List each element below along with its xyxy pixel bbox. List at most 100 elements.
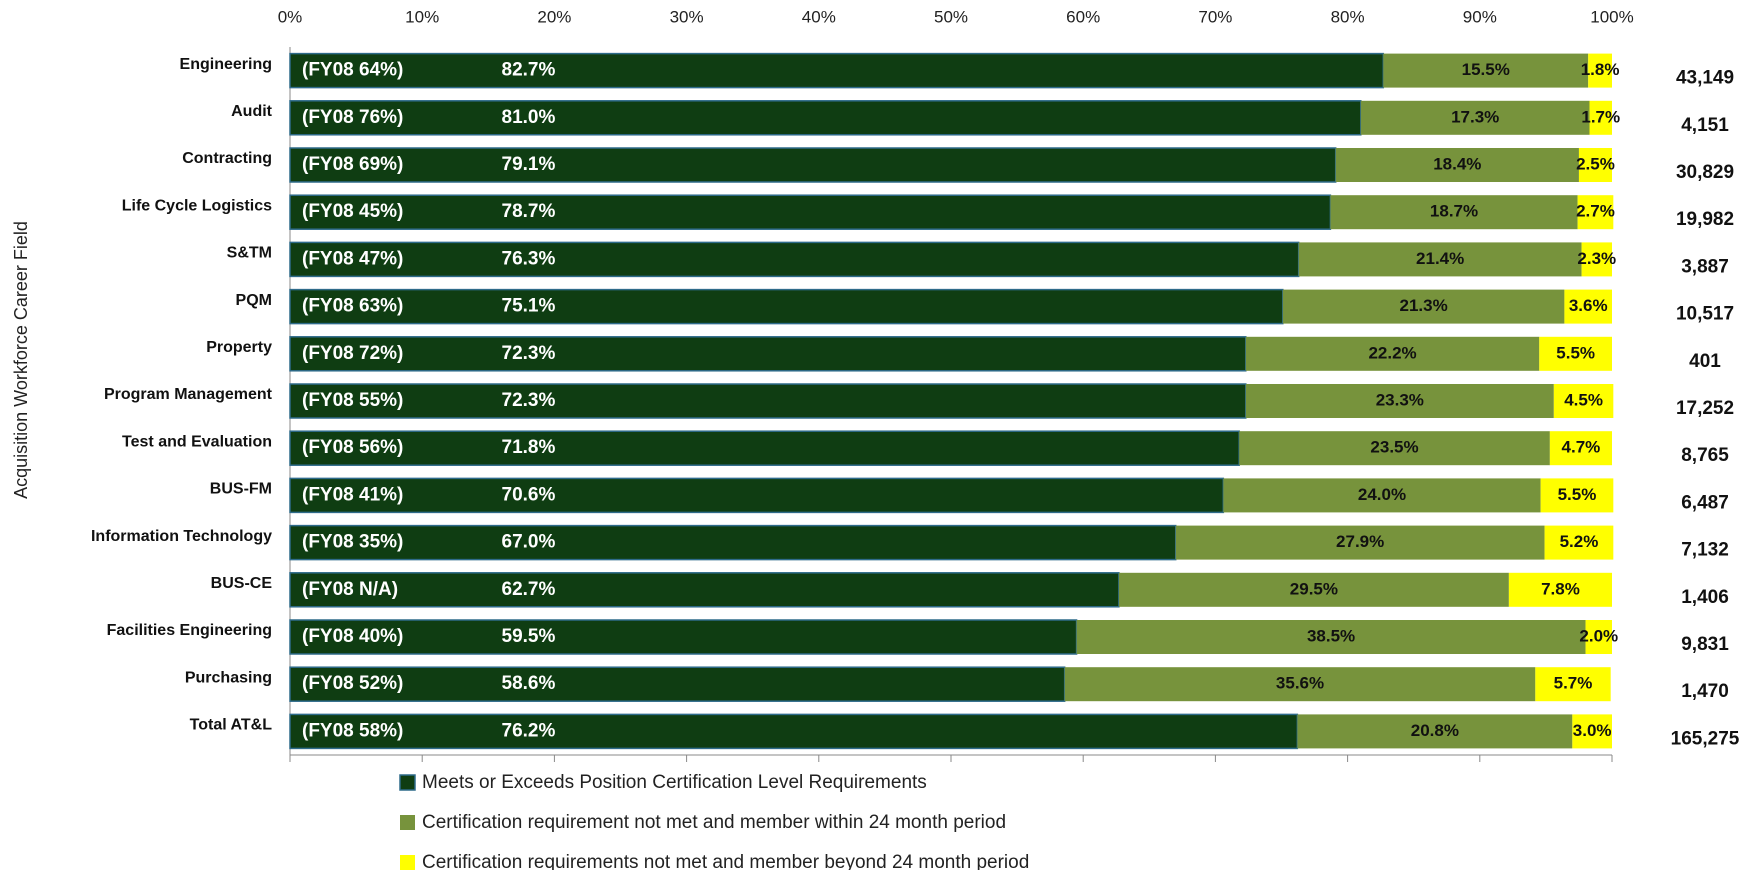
bar-segment	[1589, 100, 1612, 135]
bar-segment	[289, 288, 1284, 325]
fy08-label: (FY08 41%)	[302, 484, 403, 505]
value-label: 76.3%	[502, 248, 556, 269]
bar-segment	[1245, 384, 1554, 418]
value-label: 3.0%	[1573, 721, 1612, 740]
count-label: 7,132	[1681, 540, 1729, 561]
value-label: 58.6%	[502, 673, 556, 694]
bar-segment	[1298, 242, 1582, 277]
bar-segment	[1585, 620, 1612, 654]
count-label: 10,517	[1676, 304, 1734, 325]
value-label: 18.7%	[1430, 202, 1478, 221]
count-label: 30,829	[1676, 162, 1734, 183]
bar-segment	[1577, 195, 1614, 230]
bar-segment	[289, 572, 1120, 608]
value-label: 15.5%	[1462, 60, 1510, 79]
count-label: 9,831	[1681, 634, 1729, 655]
x-tick-label: 50%	[934, 7, 968, 26]
count-label: 1,470	[1681, 681, 1729, 702]
category-label: BUS-FM	[210, 481, 272, 498]
legend-label: Certification requirements not met and m…	[422, 852, 1029, 870]
bar-segment	[289, 713, 1299, 750]
fy08-label: (FY08 52%)	[302, 673, 403, 694]
bar-segment	[1282, 289, 1565, 324]
value-label: 82.7%	[502, 60, 556, 81]
fy08-label: (FY08 69%)	[302, 154, 403, 175]
category-label: Program Management	[104, 386, 273, 403]
value-label: 23.3%	[1376, 390, 1424, 409]
bar-segment	[1588, 53, 1612, 88]
count-label: 1,406	[1681, 587, 1729, 608]
category-label: Life Cycle Logistics	[122, 197, 272, 214]
value-label: 79.1%	[502, 154, 556, 175]
category-label: BUS-CE	[211, 575, 273, 592]
bar-segment	[1508, 572, 1612, 607]
value-label: 1.7%	[1581, 107, 1620, 126]
bar-segment	[289, 52, 1385, 89]
category-label: Purchasing	[185, 669, 272, 686]
x-tick-label: 100%	[1590, 7, 1633, 26]
value-label: 5.2%	[1560, 532, 1599, 551]
bar-segment	[1572, 714, 1612, 749]
value-label: 72.3%	[502, 343, 556, 364]
fy08-label: (FY08 58%)	[302, 720, 403, 741]
value-label: 5.5%	[1558, 485, 1597, 504]
bar-segment	[1118, 572, 1509, 607]
value-label: 81.0%	[502, 107, 556, 128]
bar-segment	[1297, 714, 1573, 749]
bar-segment	[289, 619, 1078, 655]
bar-segment	[1581, 242, 1612, 277]
count-label: 4,151	[1681, 115, 1729, 136]
bar-segment	[289, 100, 1362, 136]
value-label: 18.4%	[1433, 154, 1481, 173]
bar-segment	[1076, 620, 1586, 654]
category-label: Property	[206, 339, 272, 356]
x-tick-label: 60%	[1066, 7, 1100, 26]
count-label: 3,887	[1681, 256, 1729, 277]
bar-segment	[1535, 667, 1611, 702]
count-label: 43,149	[1676, 68, 1734, 89]
x-tick-label: 90%	[1463, 7, 1497, 26]
bar-segment	[289, 666, 1066, 702]
category-label: Audit	[231, 103, 273, 120]
legend-swatch	[400, 855, 415, 870]
value-label: 1.8%	[1581, 60, 1620, 79]
fy08-label: (FY08 64%)	[302, 60, 403, 81]
bar-segment	[1245, 336, 1540, 371]
fy08-label: (FY08 35%)	[302, 532, 403, 553]
bar-segment	[289, 147, 1337, 183]
count-label: 165,275	[1671, 728, 1740, 749]
value-label: 35.6%	[1276, 674, 1324, 693]
y-axis-label: Acquisition Workforce Career Field	[11, 221, 31, 499]
value-label: 4.5%	[1564, 390, 1603, 409]
fy08-label: (FY08 56%)	[302, 437, 403, 458]
bar-segment	[1335, 148, 1579, 182]
value-label: 27.9%	[1336, 532, 1384, 551]
bar-segment	[1223, 478, 1541, 513]
value-label: 75.1%	[502, 296, 556, 317]
x-tick-label: 30%	[670, 7, 704, 26]
value-label: 23.5%	[1370, 438, 1418, 457]
bar-segment	[1239, 431, 1550, 466]
category-label: Test and Evaluation	[122, 433, 272, 450]
value-label: 76.2%	[502, 720, 556, 741]
bar-segment	[1383, 53, 1589, 88]
bar-segment	[1540, 478, 1614, 513]
x-tick-label: 40%	[802, 7, 836, 26]
legend-swatch	[399, 774, 416, 791]
fy08-label: (FY08 55%)	[302, 390, 403, 411]
value-label: 71.8%	[502, 437, 556, 458]
count-label: 401	[1689, 351, 1721, 372]
value-label: 2.3%	[1577, 249, 1616, 268]
value-label: 2.7%	[1576, 202, 1615, 221]
category-label: Facilities Engineering	[107, 622, 272, 639]
bar-segment	[1330, 195, 1578, 230]
fy08-label: (FY08 63%)	[302, 296, 403, 317]
category-label: Total AT&L	[190, 717, 273, 734]
legend-label: Certification requirement not met and me…	[422, 812, 1006, 833]
value-label: 67.0%	[502, 532, 556, 553]
value-label: 7.8%	[1541, 579, 1580, 598]
value-label: 59.5%	[502, 626, 556, 647]
value-label: 20.8%	[1411, 721, 1459, 740]
fy08-label: (FY08 72%)	[302, 343, 403, 364]
